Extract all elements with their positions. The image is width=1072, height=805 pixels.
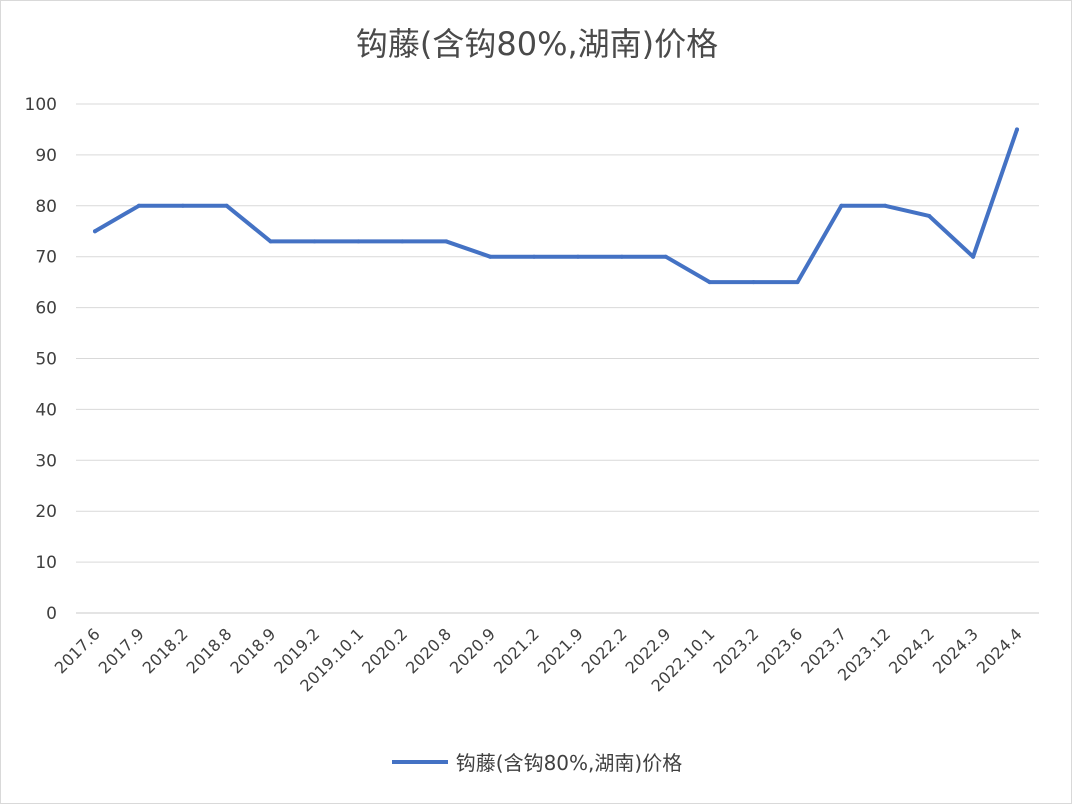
series-line-0 xyxy=(93,127,1019,285)
data-point xyxy=(751,280,756,285)
data-point xyxy=(180,203,185,208)
y-tick-label: 20 xyxy=(35,502,57,522)
data-point xyxy=(663,254,668,259)
y-tick-label: 70 xyxy=(35,248,57,268)
data-point xyxy=(136,203,141,208)
data-point xyxy=(224,203,229,208)
x-tick-label: 2024.2 xyxy=(885,624,938,677)
data-point xyxy=(927,213,932,218)
y-tick-label: 80 xyxy=(35,197,57,217)
x-tick-label: 2017.6 xyxy=(51,624,104,677)
data-point xyxy=(400,239,405,244)
y-tick-label: 90 xyxy=(35,146,57,166)
y-axis-ticks: 0 10 20 30 40 50 60 70 80 90 100 xyxy=(25,95,57,624)
x-tick-label: 2024.4 xyxy=(973,624,1026,677)
data-point xyxy=(1015,127,1019,132)
y-tick-label: 10 xyxy=(35,553,57,573)
data-point xyxy=(971,254,976,259)
x-tick-label: 2020.9 xyxy=(446,624,499,677)
x-tick-label: 2024.3 xyxy=(929,624,982,677)
y-tick-label: 40 xyxy=(35,400,57,420)
x-tick-label: 2021.2 xyxy=(490,624,543,677)
legend-label: 钩藤(含钩80%,湖南)价格 xyxy=(455,751,683,775)
y-tick-label: 60 xyxy=(35,299,57,319)
x-tick-label: 2023.2 xyxy=(709,624,762,677)
data-point xyxy=(444,239,449,244)
x-tick-label: 2017.9 xyxy=(95,624,148,677)
legend: 钩藤(含钩80%,湖南)价格 xyxy=(1,747,1072,776)
x-tick-label: 2018.9 xyxy=(226,624,279,677)
y-tick-label: 50 xyxy=(35,350,57,370)
x-tick-label: 2021.9 xyxy=(534,624,587,677)
x-tick-label: 2020.2 xyxy=(358,624,411,677)
x-tick-label: 2023.6 xyxy=(753,624,806,677)
series-group xyxy=(93,127,1019,285)
y-tick-label: 30 xyxy=(35,451,57,471)
data-point xyxy=(532,254,537,259)
chart-title: 钩藤(含钩80%,湖南)价格 xyxy=(355,25,719,63)
data-point xyxy=(268,239,273,244)
data-point xyxy=(488,254,493,259)
data-point xyxy=(356,239,361,244)
data-point xyxy=(883,203,888,208)
data-point xyxy=(93,229,97,234)
data-point xyxy=(839,203,844,208)
x-tick-label: 2020.8 xyxy=(402,624,455,677)
x-tick-label: 2018.2 xyxy=(139,624,192,677)
legend-swatch xyxy=(391,759,448,764)
gridlines xyxy=(76,103,1039,614)
y-tick-label: 0 xyxy=(46,604,57,624)
data-point xyxy=(575,254,580,259)
y-tick-label: 100 xyxy=(25,95,57,115)
data-point xyxy=(312,239,317,244)
data-point xyxy=(619,254,624,259)
x-axis-ticks: 2017.62017.92018.22018.82018.92019.22019… xyxy=(51,624,1026,695)
x-tick-label: 2018.8 xyxy=(183,624,236,677)
data-point xyxy=(707,280,712,285)
x-tick-label: 2022.2 xyxy=(578,624,631,677)
data-point xyxy=(795,280,800,285)
